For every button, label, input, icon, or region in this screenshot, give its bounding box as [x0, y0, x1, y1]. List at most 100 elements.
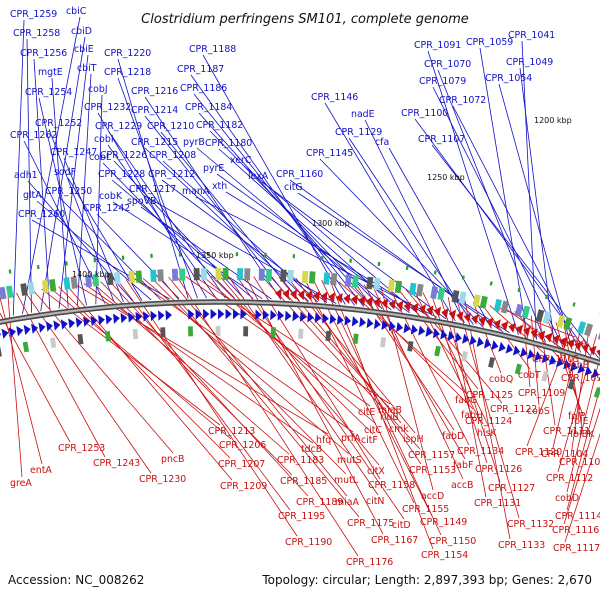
- reverse-gene-arrow: [328, 292, 336, 303]
- scale-label: 1200 kbp: [534, 116, 572, 125]
- forward-gene-label: cfa: [375, 137, 389, 148]
- forward-gene-label: CPR_1254: [25, 87, 72, 98]
- reverse-gene-label: miaA: [335, 497, 359, 508]
- reverse-gene-label: fabG: [455, 395, 477, 406]
- feature-band: [493, 298, 503, 312]
- feature-band: [222, 268, 229, 281]
- forward-leader-line: [202, 54, 346, 305]
- feature-band: [5, 285, 14, 299]
- forward-gene-label: CPR_1070: [424, 59, 471, 70]
- reverse-gene-label: accB: [451, 480, 474, 491]
- reverse-gene-arrow: [335, 292, 343, 304]
- reverse-gene-arrow: [282, 288, 290, 300]
- forward-gene-arrow: [344, 315, 352, 326]
- reverse-leader-line: [176, 276, 359, 557]
- feature-band: [0, 346, 2, 357]
- scale-labels: 1200 kbp 1250 kbp 1300 kbp 1350 kbp 1400 kbp: [72, 116, 572, 279]
- feature-band: [160, 327, 166, 338]
- scale-label: 1300 kbp: [312, 219, 350, 228]
- forward-gene-label: CPR_1180: [205, 138, 252, 149]
- forward-gene-arrow: [225, 308, 232, 320]
- forward-gene-label: CPR_1187: [177, 64, 224, 75]
- reverse-gene-label: citN: [366, 496, 384, 507]
- forward-gene-arrow: [60, 319, 68, 330]
- reverse-gene-label: CPR_1195: [278, 511, 325, 522]
- forward-gene-label: CPR_1232: [84, 102, 131, 113]
- forward-leader-line: [97, 112, 208, 299]
- feature-band: [237, 268, 244, 281]
- feature-mark: [150, 253, 153, 258]
- feature-band: [330, 272, 338, 286]
- reverse-gene-label: citC: [364, 425, 382, 436]
- forward-gene-label: mgtE: [38, 67, 63, 78]
- reverse-gene-label: ispH: [403, 434, 424, 445]
- forward-gene-label: CPR_1182: [196, 120, 243, 131]
- reverse-gene-label: entA: [30, 465, 52, 476]
- reverse-leader-line: [526, 326, 573, 447]
- feature-band: [416, 283, 424, 297]
- feature-band: [514, 363, 522, 375]
- feature-band: [373, 277, 381, 291]
- reverse-leader-line: [24, 291, 152, 474]
- reverse-gene-label: citF: [361, 435, 378, 446]
- feature-mark: [405, 265, 409, 271]
- feature-mark: [178, 252, 182, 257]
- feature-band: [437, 287, 446, 301]
- reverse-gene-label: cmk: [389, 424, 409, 435]
- forward-gene-label: CPR_1049: [506, 57, 553, 68]
- reverse-gene-arrow: [515, 324, 524, 335]
- reverse-gene-arrow: [426, 305, 434, 316]
- forward-gene-label: CPR_1059: [466, 37, 513, 48]
- feature-band: [77, 333, 84, 345]
- forward-leader-line: [225, 191, 429, 317]
- reverse-gene-label: CPR_1189: [296, 497, 343, 508]
- forward-gene-arrow: [491, 340, 499, 351]
- feature-band: [500, 300, 510, 314]
- feature-mark: [207, 252, 210, 257]
- reverse-gene-arrow: [312, 290, 320, 302]
- reverse-gene-label: cobS: [527, 406, 550, 417]
- reverse-leader-line: [108, 280, 309, 497]
- feature-band: [215, 268, 222, 281]
- reverse-gene-label: mutL: [334, 475, 359, 486]
- forward-gene-arrow: [556, 357, 564, 368]
- reverse-gene-label: prfA: [341, 433, 361, 444]
- feature-band: [542, 311, 552, 325]
- reverse-gene-label: CPR_1131: [474, 498, 521, 509]
- reverse-gene-arrow: [530, 328, 538, 339]
- feature-band: [556, 314, 566, 329]
- forward-gene-arrow: [432, 327, 440, 339]
- feature-mark: [292, 254, 296, 259]
- reverse-gene-label: CPR_1158: [368, 480, 415, 491]
- reverse-leader-line: [422, 292, 490, 428]
- forward-gene-arrow: [462, 333, 470, 344]
- reverse-gene-arrow: [471, 314, 479, 325]
- forward-gene-arrow: [113, 313, 120, 324]
- reverse-gene-label: accD: [421, 491, 444, 502]
- forward-leader-line: [144, 96, 282, 300]
- forward-leader-line: [289, 179, 501, 331]
- reverse-gene-arrow: [418, 304, 426, 315]
- forward-gene-arrow: [218, 308, 225, 320]
- feature-band: [85, 274, 93, 288]
- forward-gene-arrow: [329, 313, 337, 325]
- forward-leader-line: [432, 86, 564, 348]
- forward-leader-line: [31, 219, 170, 300]
- reverse-gene-label: tdcB: [301, 444, 322, 455]
- feature-band: [70, 276, 78, 289]
- forward-gene-arrow: [359, 316, 367, 328]
- feature-band: [325, 330, 332, 342]
- forward-gene-label: CPR_1242: [83, 203, 130, 214]
- forward-gene-arrow: [520, 347, 528, 358]
- feature-band: [0, 286, 7, 300]
- feature-band: [49, 278, 57, 292]
- reverse-leader-line: [566, 386, 600, 511]
- reverse-gene-label: pabB: [565, 360, 589, 371]
- forward-gene-label: CPR_1229: [95, 121, 142, 132]
- feature-band: [451, 290, 460, 303]
- reverse-leader-line: [355, 283, 455, 431]
- feature-band: [22, 341, 30, 353]
- feature-mark: [121, 255, 125, 260]
- forward-gene-arrow: [527, 349, 535, 360]
- feature-band: [597, 332, 600, 340]
